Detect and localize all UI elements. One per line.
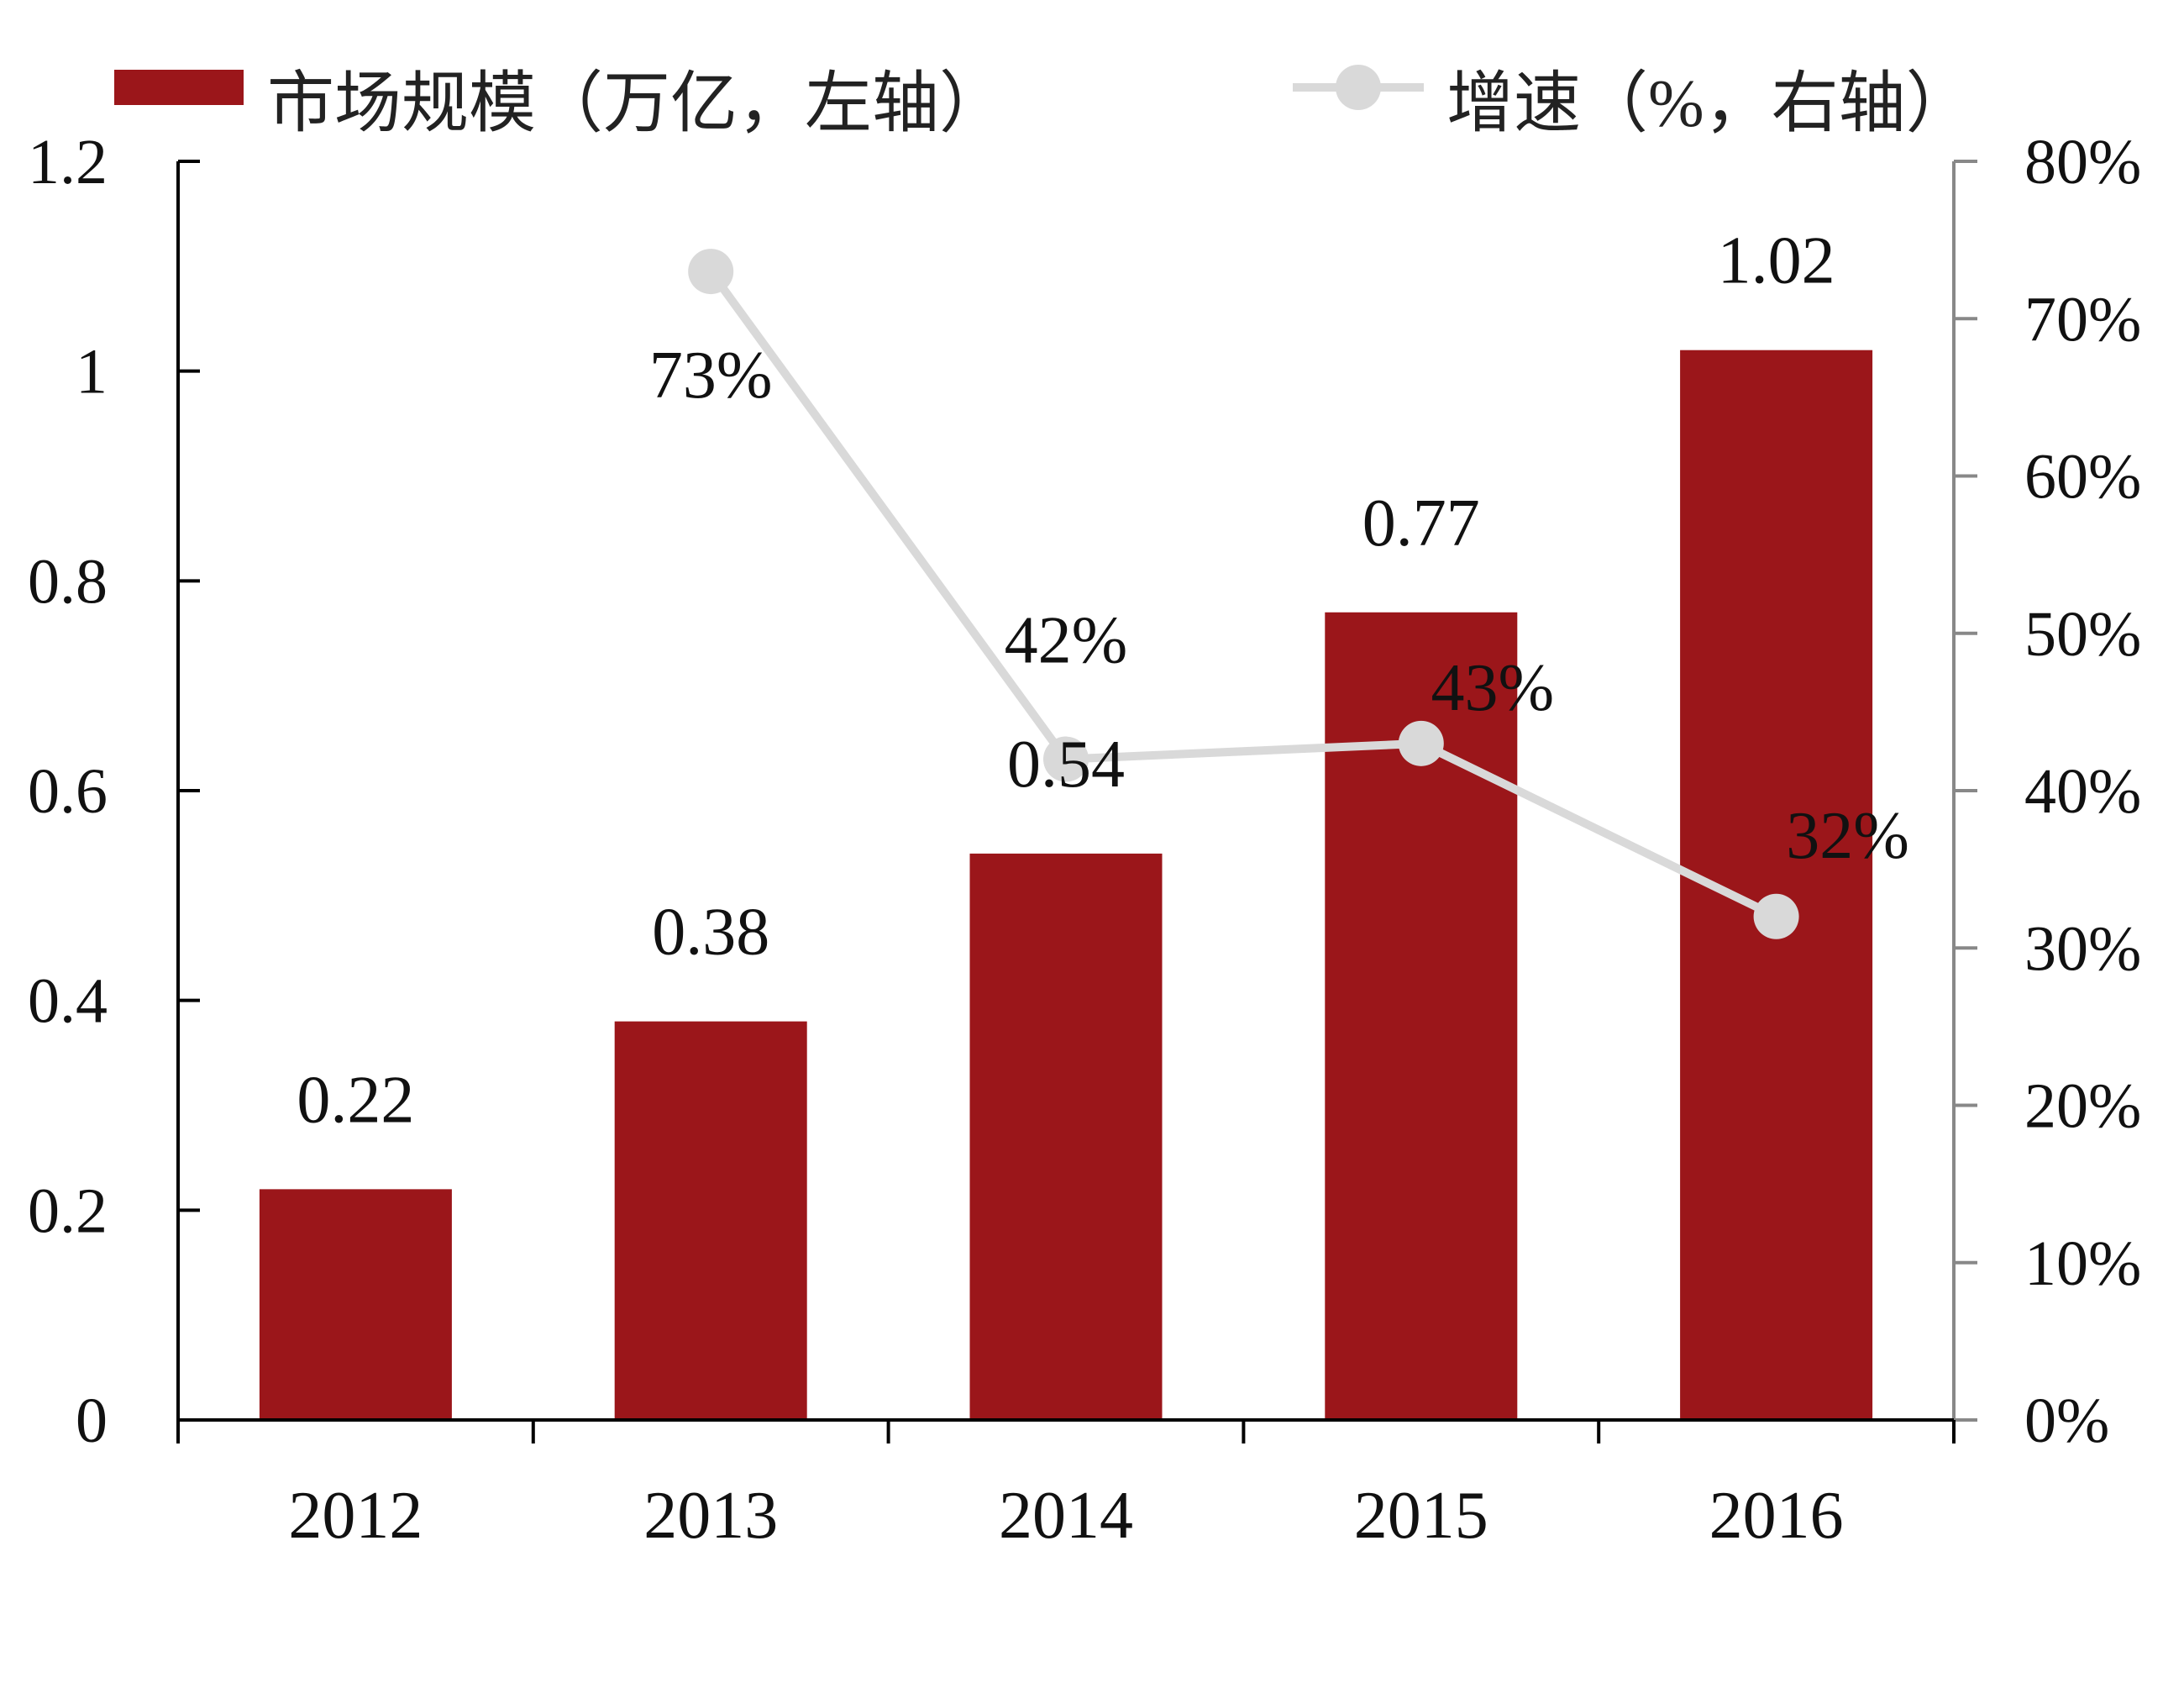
growth-point-2016 xyxy=(1753,893,1799,939)
left-tick-label: 0.2 xyxy=(28,1175,108,1246)
bar-value-label: 0.54 xyxy=(1007,728,1125,802)
growth-point-2014 xyxy=(1043,736,1089,782)
right-tick-label: 50% xyxy=(2024,599,2141,670)
growth-value-label: 32% xyxy=(1786,799,1909,873)
left-tick-label: 0 xyxy=(76,1386,108,1456)
x-tick-label: 2016 xyxy=(1709,1479,1844,1553)
growth-line-path xyxy=(707,269,1778,921)
bar-value-label: 0.22 xyxy=(297,1063,414,1137)
bar-value-label: 1.02 xyxy=(1718,224,1835,298)
growth-point-2015 xyxy=(1398,720,1444,766)
bar-value-label: 0.38 xyxy=(652,896,769,970)
x-tick-label: 2013 xyxy=(643,1479,778,1553)
growth-value-label: 43% xyxy=(1431,651,1554,725)
right-tick-label: 30% xyxy=(2024,913,2141,984)
bars xyxy=(259,350,1873,1421)
growth-value-label: 73% xyxy=(649,339,773,413)
right-tick-label: 10% xyxy=(2024,1228,2141,1299)
growth-point-2013 xyxy=(688,249,734,295)
growth-value-label: 42% xyxy=(1005,604,1128,678)
right-tick-label: 60% xyxy=(2024,442,2141,513)
legend-label-bar: 市场规模（万亿，左轴） xyxy=(267,67,1006,141)
bar-value-label: 0.77 xyxy=(1362,486,1480,560)
left-tick-label: 1.2 xyxy=(28,127,108,197)
left-tick-label: 0.8 xyxy=(28,546,108,617)
axes: 0 0.2 0.4 0.6 0.8 1 1.2 0% 10% 20% 30% 40% 50% 60% 70%… xyxy=(28,127,2141,1553)
legend: 市场规模（万亿，左轴） 增速（%，右轴） xyxy=(114,65,1973,141)
legend-swatch-bar xyxy=(114,70,244,105)
right-tick-label: 70% xyxy=(2024,284,2141,355)
bar-2012 xyxy=(259,1189,452,1420)
data-labels: 0.22 0.38 0.54 0.77 1.02 73% 42% 43% 32% xyxy=(297,224,1909,1138)
growth-line xyxy=(688,249,1799,939)
legend-label-line: 增速（%，右轴） xyxy=(1446,67,1973,141)
x-tick-label: 2015 xyxy=(1354,1479,1488,1553)
bar-2014 xyxy=(969,853,1163,1420)
x-tick-label: 2012 xyxy=(288,1479,423,1553)
left-tick-label: 1 xyxy=(76,337,108,408)
right-tick-label: 0% xyxy=(2024,1386,2109,1456)
right-tick-label: 80% xyxy=(2024,127,2141,197)
left-tick-label: 0.4 xyxy=(28,966,108,1037)
right-tick-label: 40% xyxy=(2024,756,2141,827)
legend-marker-line xyxy=(1336,65,1381,110)
left-tick-label: 0.6 xyxy=(28,756,108,827)
bar-2013 xyxy=(614,1021,807,1420)
x-tick-label: 2014 xyxy=(999,1479,1133,1553)
right-tick-label: 20% xyxy=(2024,1071,2141,1142)
